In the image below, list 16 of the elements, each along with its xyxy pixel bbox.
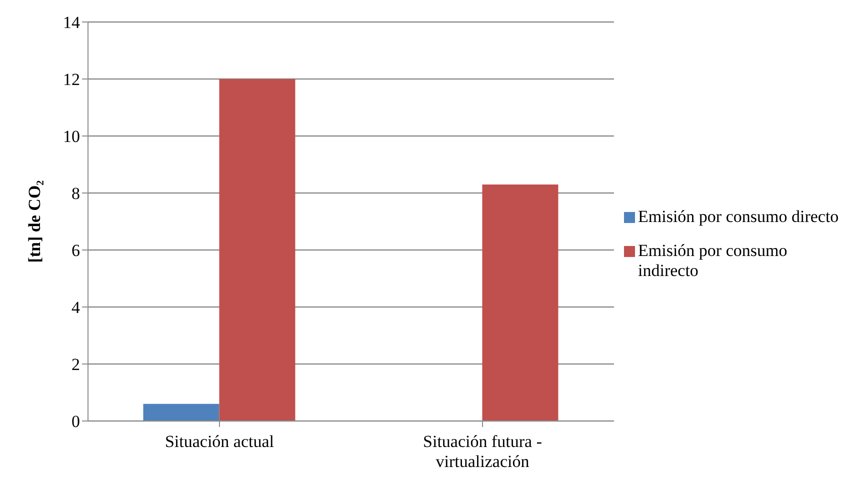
- x-tick-label: Situación actual: [164, 432, 274, 451]
- bar: [482, 184, 558, 421]
- legend-label: Emisión por consumo directo: [638, 206, 839, 226]
- y-tick-label: 2: [72, 355, 80, 374]
- y-tick-label: 14: [63, 13, 80, 32]
- y-tick-label: 4: [72, 298, 80, 318]
- bar: [219, 79, 296, 421]
- y-tick-label: 12: [63, 70, 80, 90]
- x-tick-label: Situación futura - virtualización: [423, 432, 542, 471]
- y-tick-label: 8: [72, 184, 80, 204]
- y-tick-label: 6: [72, 241, 80, 260]
- y-tick-label: 0: [72, 412, 80, 432]
- y-axis-title: [tn] de CO₂: [25, 180, 44, 263]
- bar: [143, 404, 220, 421]
- y-tick-label: 10: [63, 127, 80, 146]
- legend-label: Emisión por consumo indirecto: [638, 240, 788, 280]
